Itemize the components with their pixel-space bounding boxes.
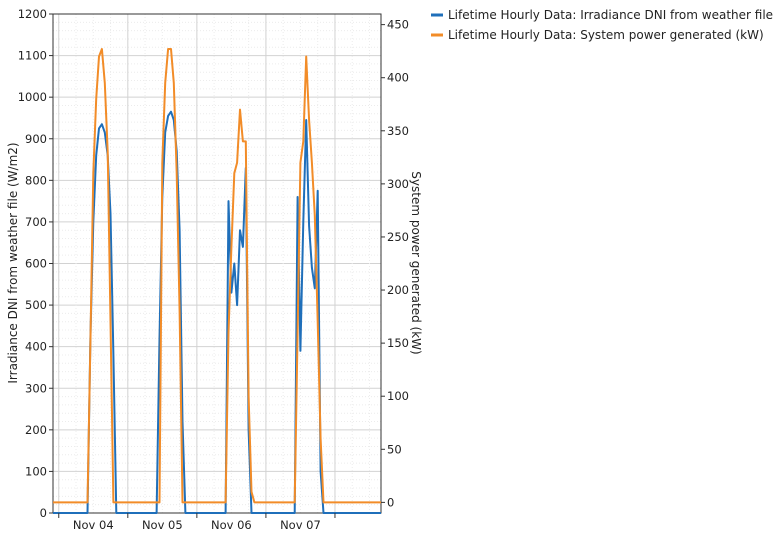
left-axis-tick-label: 800 <box>25 173 47 187</box>
left-axis-tick-label: 0 <box>40 506 47 520</box>
right-axis-tick-label: 100 <box>387 389 409 403</box>
right-axis-tick-label: 150 <box>387 336 409 350</box>
right-axis-tick-label: 400 <box>387 71 409 85</box>
legend-label-power: Lifetime Hourly Data: System power gener… <box>448 28 764 42</box>
right-axis-tick-label: 200 <box>387 283 409 297</box>
series-line-dni <box>53 110 381 514</box>
left-axis-title: Irradiance DNI from weather file (W/m2) <box>6 142 20 383</box>
left-axis-tick-label: 900 <box>25 132 47 146</box>
series-layer <box>53 48 381 514</box>
left-axis-tick-label: 200 <box>25 423 47 437</box>
x-axis-tick-label: Nov 05 <box>142 518 183 532</box>
right-axis-tick-label: 0 <box>387 495 394 509</box>
grid <box>53 13 381 514</box>
series-line-power <box>53 48 381 504</box>
x-axis-tick-label: Nov 04 <box>73 518 114 532</box>
x-axis-tick-label: Nov 07 <box>280 518 321 532</box>
x-axis: Nov 04 Nov 05 Nov 06 Nov 07 <box>58 513 336 532</box>
right-axis: 0 50 100 150 200 250 300 350 400 450 <box>381 18 409 509</box>
right-axis-title: System power generated (kW) <box>409 171 423 354</box>
right-axis-tick-label: 300 <box>387 177 409 191</box>
x-axis-tick-label: Nov 06 <box>211 518 252 532</box>
left-axis-tick-label: 600 <box>25 257 47 271</box>
left-axis-tick-label: 100 <box>25 464 47 478</box>
right-axis-tick-label: 50 <box>387 442 402 456</box>
left-axis-tick-label: 400 <box>25 340 47 354</box>
left-axis: 0 100 200 300 400 500 600 700 800 900 1000 1100 1200 <box>18 7 53 520</box>
legend[interactable]: Lifetime Hourly Data: Irradiance DNI fro… <box>431 8 776 42</box>
left-axis-tick-label: 1100 <box>18 49 47 63</box>
left-axis-tick-label: 700 <box>25 215 47 229</box>
left-axis-tick-label: 300 <box>25 381 47 395</box>
left-axis-tick-label: 1200 <box>18 7 47 21</box>
right-axis-tick-label: 450 <box>387 18 409 32</box>
left-axis-tick-label: 1000 <box>18 90 47 104</box>
right-axis-tick-label: 350 <box>387 124 409 138</box>
left-axis-tick-label: 500 <box>25 298 47 312</box>
legend-label-dni: Lifetime Hourly Data: Irradiance DNI fro… <box>448 8 776 22</box>
right-axis-tick-label: 250 <box>387 230 409 244</box>
